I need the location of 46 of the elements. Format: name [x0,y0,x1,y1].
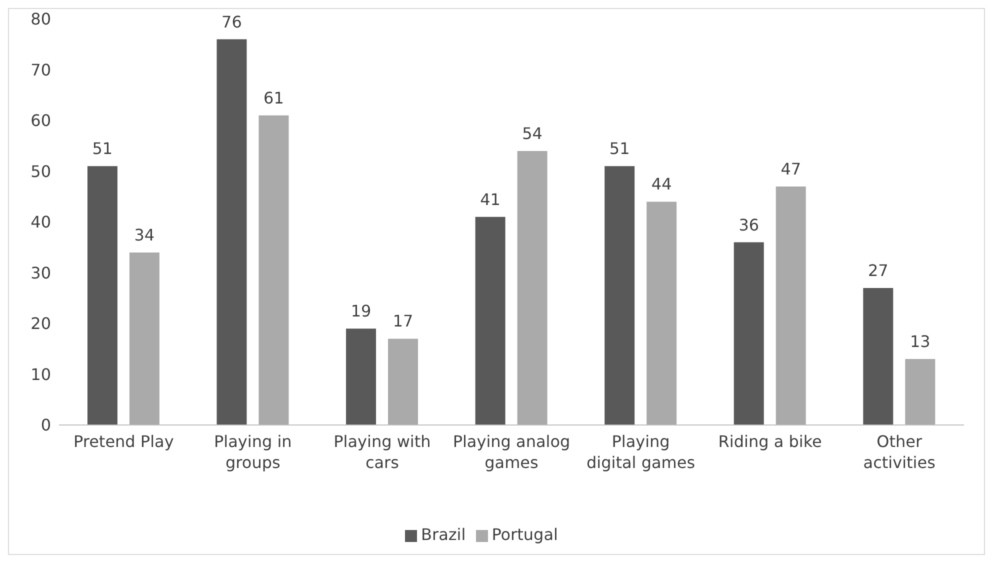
bar [87,166,118,425]
bar [646,202,677,425]
x-tick-label: Playing with cars [334,432,431,472]
bar [734,242,764,425]
y-tick-label: 70 [30,60,51,80]
data-label: 19 [350,302,372,321]
data-label: 44 [651,174,672,194]
y-tick-label: 10 [30,364,51,384]
x-tick-label: Playing analog games [452,432,570,472]
bar [129,252,160,425]
x-tick-label: Other activities [863,432,936,472]
data-label: 51 [609,139,630,158]
data-label: 61 [264,88,284,108]
bar [388,338,418,425]
data-label: 34 [134,225,155,244]
bar [863,288,894,425]
data-label: 17 [392,312,414,331]
bar [905,359,936,425]
data-label: 54 [522,124,542,143]
legend-label: Portugal [492,525,558,544]
y-tick-label: 80 [30,10,51,29]
x-tick-label: Playing in groups [214,432,292,472]
bar [517,150,548,425]
y-tick-label: 50 [30,162,51,181]
bar [604,166,635,425]
y-tick-label: 30 [30,263,51,282]
x-tick-label: Playing digital games [586,432,696,472]
data-label: 76 [222,12,242,32]
x-tick-label: Pretend Play [73,432,174,451]
legend-label: Brazil [421,525,466,544]
data-label: 51 [92,139,113,158]
data-label: 41 [480,190,500,209]
bar [475,216,506,425]
data-label: 13 [910,332,930,352]
y-tick-label: 40 [30,212,51,232]
data-label: 47 [780,159,802,178]
bar [216,39,247,425]
x-tick-label: Riding a bike [718,432,822,451]
y-tick-label: 20 [30,314,51,334]
bar [346,328,376,425]
y-tick-label: 60 [30,111,51,130]
data-label: 27 [868,260,888,280]
y-tick-label: 0 [40,416,51,435]
data-label: 36 [738,215,760,234]
bar [258,115,289,425]
bar [776,186,806,425]
